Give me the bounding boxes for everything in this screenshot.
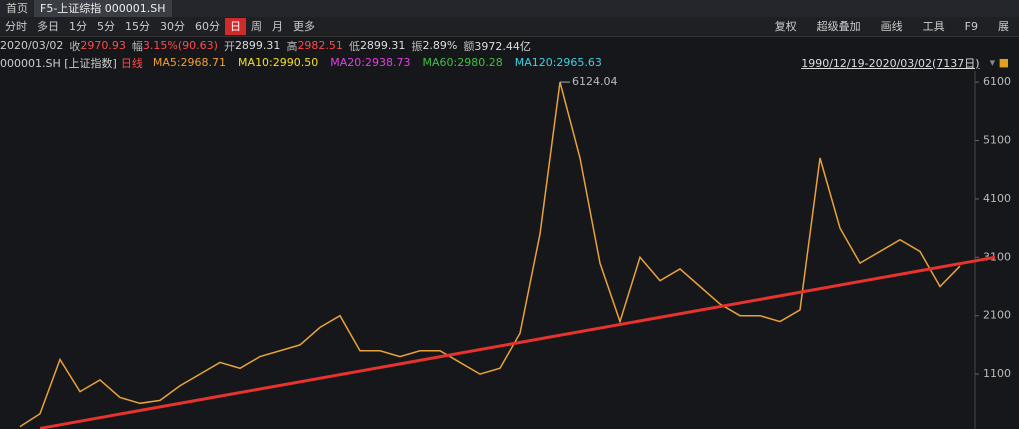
period-button[interactable]: 多日 [37,20,59,33]
ma-label: MA10:2990.50 [238,56,319,69]
ma-label: MA5:2968.71 [152,56,227,69]
quote-label: 高 [286,39,298,53]
quote-row: 2020/03/02 收 2970.93 幅 3.15%(90.63) 开 2899.31 高… [0,37,1019,54]
tool-button[interactable]: 超级叠加 [816,20,861,33]
quote-label: 振 [411,39,423,53]
tab[interactable]: F5-上证综指 000001.SH [34,0,172,17]
quote-value: 2970.93 [80,39,126,52]
indicator-row: 000001.SH [上证指数] 日线 MA5:2968.71 MA10:2990… [0,56,1009,70]
period-button[interactable]: 日 [225,18,246,35]
quote-value: 3972.44亿 [474,39,531,53]
quote-value: 2982.51 [297,39,343,52]
quote-label: 开 [223,39,235,53]
tool-button[interactable]: 复权 [774,20,797,33]
y-tick-label: 5100 [983,133,1011,146]
period-button[interactable]: 5分 [97,20,115,33]
y-tick-label: 2100 [983,309,1011,322]
chart: 1100 2100 3100 4100 5100 6100 6124.04 [19,71,1011,429]
tool-button[interactable]: F9 [964,20,978,33]
period-button[interactable]: 1分 [69,20,87,33]
quote-value: 2899.31 [359,39,406,52]
ma-label: MA60:2980.28 [422,56,503,69]
tool-button[interactable]: 工具 [922,20,945,33]
quote-label: 低 [348,39,360,53]
ma-label: MA120:2965.63 [514,56,602,69]
quote-label: 收 [69,39,81,53]
quote-value: 2899.31 [234,39,281,52]
period-button[interactable]: 15分 [125,20,150,33]
period-button[interactable]: 周 [251,20,262,33]
y-tick-label: 6100 [983,75,1011,88]
quote-value: 3.15%(90.63) [142,39,218,52]
tab[interactable]: 首页 [6,2,28,15]
tab-bar: 首页 F5-上证综指 000001.SH [0,0,1019,17]
period-button[interactable]: 月 [272,20,283,33]
y-tick-label: 4100 [983,192,1011,205]
quote-label: 额 [463,39,475,53]
trend-line [39,255,996,429]
tool-button[interactable]: 展 [998,20,1009,33]
period: 日线 [120,56,143,70]
y-tick-label: 3100 [983,250,1011,263]
quote-value: 2.89% [422,39,458,52]
period-button[interactable]: 30分 [160,20,185,33]
y-tick-label: 1100 [983,367,1011,380]
period-button[interactable]: 分时 [5,20,27,33]
code: 000001.SH [上证指数] [0,56,117,70]
tool-button[interactable]: 画线 [880,20,903,33]
range[interactable]: 1990/12/19-2020/03/02(7137日) [801,56,980,70]
period-button[interactable]: 更多 [293,20,315,33]
peak-annotation: 6124.04 [572,75,618,88]
ma-label: MA20:2938.73 [330,56,411,69]
price-line [19,81,961,428]
quote-label: 幅 [131,39,143,53]
toolbar: 分时 多日 1分 5分 15分 30分 60分日周月更多 复权 超级叠加 画线 工具 F9 展 [0,17,1019,37]
quote-date: 2020/03/02 [0,39,64,52]
period-button[interactable]: 60分 [195,20,220,33]
